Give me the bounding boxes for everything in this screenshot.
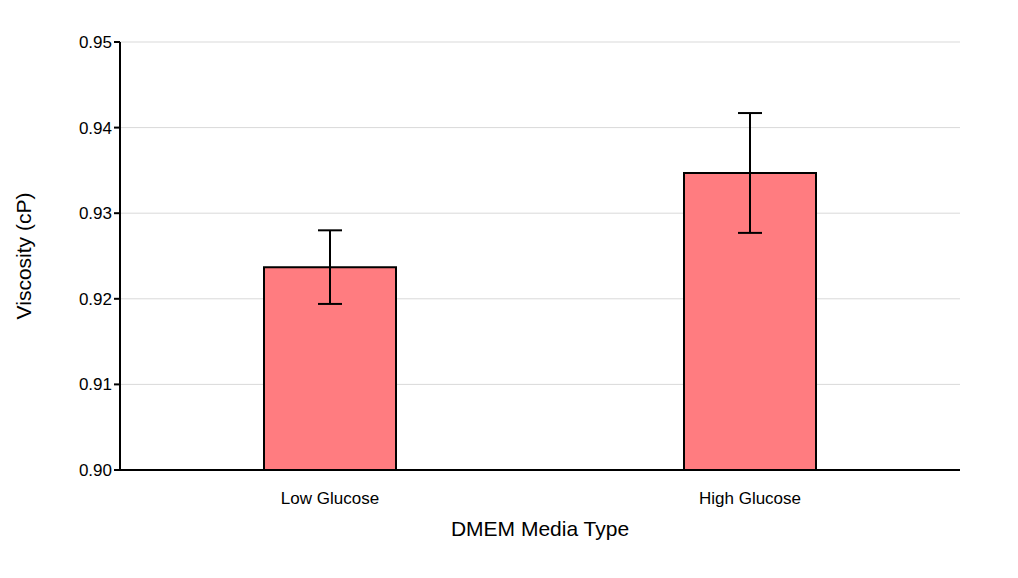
svg-text:0.92: 0.92 (79, 290, 112, 309)
svg-text:0.91: 0.91 (79, 375, 112, 394)
svg-text:Low Glucose: Low Glucose (281, 489, 379, 508)
svg-text:0.95: 0.95 (79, 33, 112, 52)
svg-text:0.93: 0.93 (79, 204, 112, 223)
svg-text:Viscosity (cP): Viscosity (cP) (12, 193, 35, 320)
svg-text:0.94: 0.94 (79, 119, 112, 138)
svg-text:0.90: 0.90 (79, 461, 112, 480)
svg-text:DMEM Media Type: DMEM Media Type (451, 517, 629, 540)
svg-text:High Glucose: High Glucose (699, 489, 801, 508)
